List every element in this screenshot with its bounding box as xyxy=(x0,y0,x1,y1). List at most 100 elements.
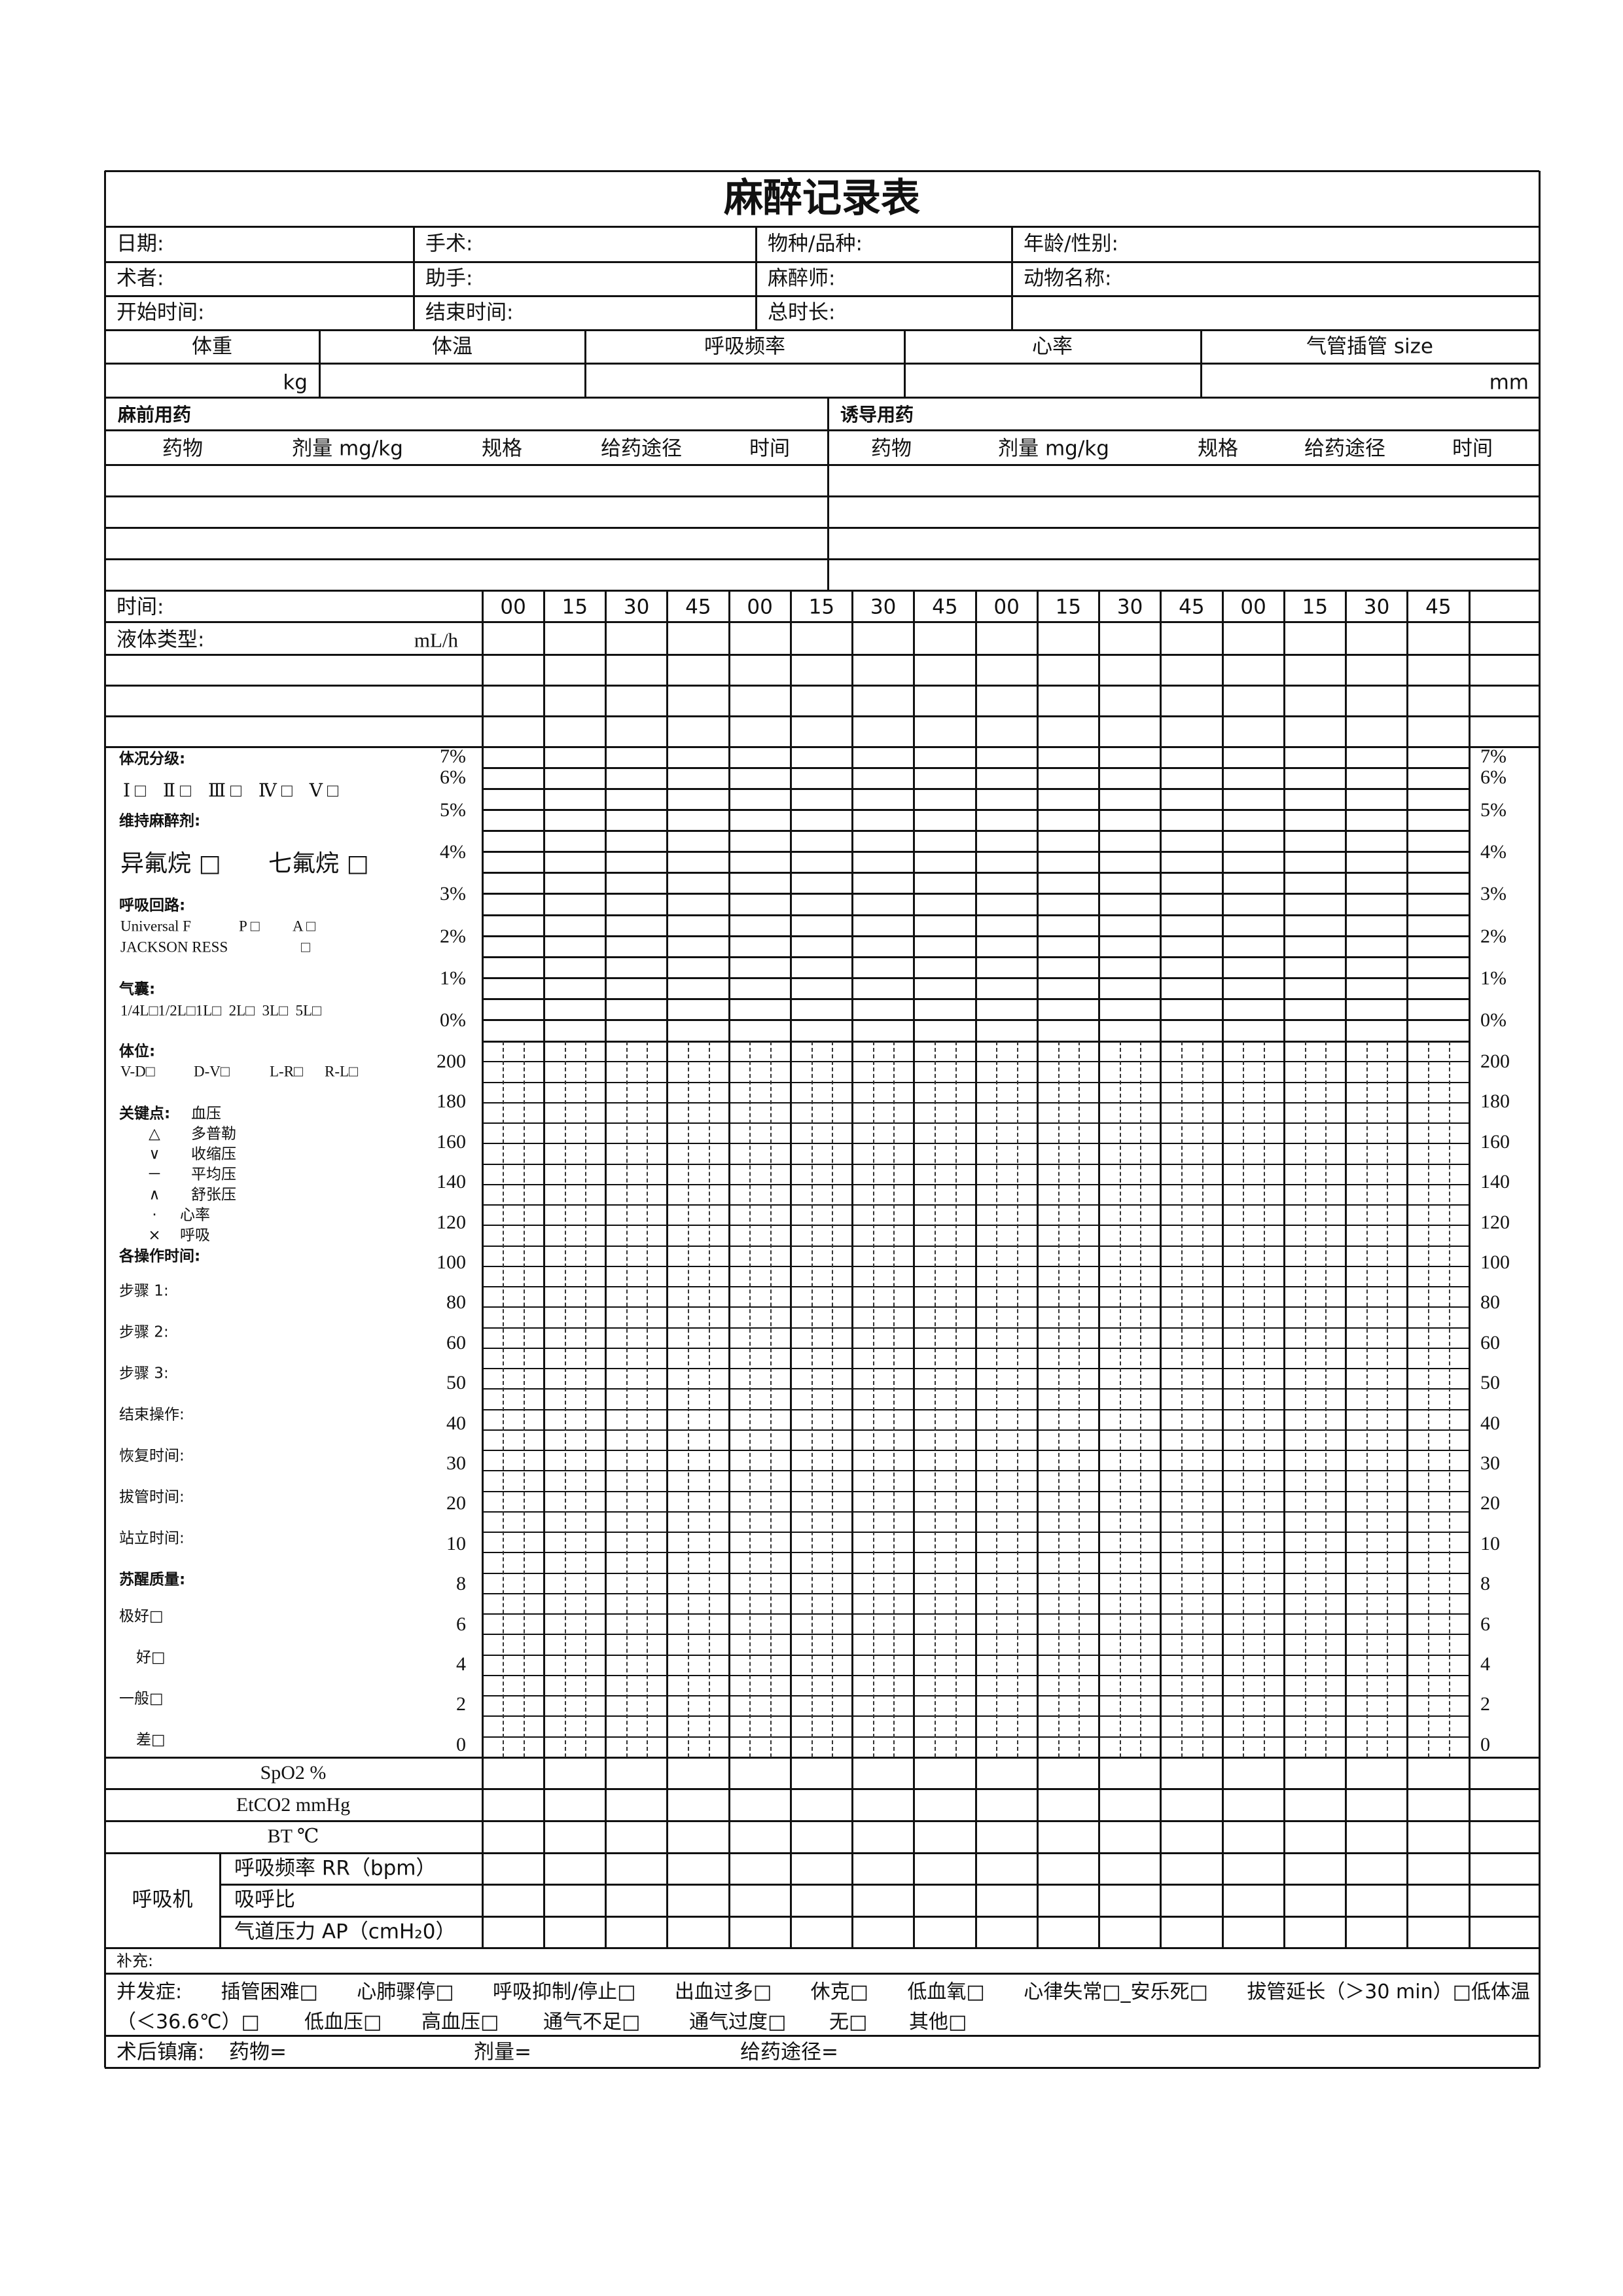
surgeon-field[interactable]: 术者: xyxy=(116,266,164,291)
time-tick: 45 xyxy=(1425,595,1452,619)
asa-option-3[interactable]: Ⅲ □ xyxy=(207,781,241,801)
operation-time-field[interactable]: 恢复时间: xyxy=(119,1447,185,1465)
position-vd[interactable]: V-D□ xyxy=(120,1063,155,1080)
grid-line-horizontal xyxy=(482,977,1469,980)
age-sex-field[interactable]: 年龄/性别: xyxy=(1024,232,1118,256)
supplement-field[interactable]: 补充: xyxy=(116,1952,154,1970)
recovery-good[interactable]: 好□ xyxy=(136,1649,166,1666)
grid-dashed-line xyxy=(832,1041,834,1757)
grid-line-horizontal xyxy=(482,1429,1469,1431)
value-axis-label-left: 50 xyxy=(446,1372,466,1394)
grid-line-vertical xyxy=(1221,590,1224,1948)
complication-option[interactable]: （＜36.6℃）□ xyxy=(116,2011,260,2034)
fluid-type-label[interactable]: 液体类型: xyxy=(116,628,205,652)
grid-line-horizontal xyxy=(105,1756,1539,1759)
tube-unit: mm xyxy=(1489,370,1529,395)
position-rl[interactable]: R-L□ xyxy=(325,1063,358,1080)
circuit-jackson-label: JACKSON RESS xyxy=(120,939,228,956)
induction-col-dose: 剂量 mg/kg xyxy=(998,437,1109,461)
analgesia-drug[interactable]: 药物= xyxy=(229,2040,287,2064)
value-axis-label-left: 60 xyxy=(446,1331,466,1354)
grid-line-horizontal xyxy=(482,1532,1469,1534)
complication-option[interactable]: 低血氧□ xyxy=(907,1981,985,2003)
grid-line-horizontal xyxy=(482,1490,1469,1492)
complication-option[interactable]: 无□ xyxy=(829,2011,868,2034)
position-lr[interactable]: L-R□ xyxy=(270,1063,303,1080)
duration-field[interactable]: 总时长: xyxy=(768,300,836,325)
value-axis-label-right: 0 xyxy=(1480,1733,1490,1755)
surgery-field[interactable]: 手术: xyxy=(425,232,473,256)
operation-time-field[interactable]: 步骤 3: xyxy=(119,1365,169,1382)
grid-line-vertical xyxy=(666,590,669,1948)
grid-line-horizontal xyxy=(482,1408,1469,1410)
grid-dashed-line xyxy=(564,1041,566,1757)
operation-time-field[interactable]: 结束操作: xyxy=(119,1406,185,1424)
complication-option[interactable]: 休克□ xyxy=(810,1981,869,2003)
analgesia-route[interactable]: 给药途径= xyxy=(740,2040,838,2064)
asa-option-5[interactable]: Ⅴ □ xyxy=(309,781,338,801)
complication-option[interactable]: 低血压□ xyxy=(304,2011,382,2034)
value-axis-label-left: 6 xyxy=(456,1613,466,1635)
complication-option[interactable]: 呼吸抑制/停止□ xyxy=(493,1981,636,2003)
operation-time-field[interactable]: 拔管时间: xyxy=(119,1488,185,1506)
bag-options[interactable]: 1/4L□1/2L□1L□ 2L□ 3L□ 5L□ xyxy=(120,1002,321,1019)
grid-dashed-line xyxy=(935,1041,936,1757)
value-axis-label-right: 10 xyxy=(1480,1532,1500,1554)
date-field[interactable]: 日期: xyxy=(116,232,164,256)
legend-label: 平均压 xyxy=(191,1166,236,1183)
heart-rate-header: 心率 xyxy=(1032,334,1073,359)
end-time-field[interactable]: 结束时间: xyxy=(425,300,514,325)
grid-line-horizontal xyxy=(105,526,1539,529)
grid-line-vertical xyxy=(789,590,792,1948)
isoflurane-option[interactable]: 异氟烷 □ xyxy=(120,850,221,877)
time-tick: 00 xyxy=(1240,595,1266,619)
operation-time-field[interactable]: 站立时间: xyxy=(119,1530,185,1547)
grid-line-horizontal xyxy=(105,2066,1539,2069)
circuit-a-option[interactable]: A □ xyxy=(293,918,315,935)
grid-line-horizontal xyxy=(105,329,1539,331)
complication-option[interactable]: 其他□ xyxy=(909,2011,967,2034)
grid-line-vertical xyxy=(851,590,853,1948)
circuit-p-option[interactable]: P □ xyxy=(239,918,260,935)
recovery-fair[interactable]: 一般□ xyxy=(119,1690,164,1708)
grid-line-horizontal xyxy=(105,295,1539,297)
complication-option[interactable]: 通气过度□ xyxy=(689,2011,787,2034)
start-time-field[interactable]: 开始时间: xyxy=(116,300,205,325)
position-dv[interactable]: D-V□ xyxy=(194,1063,230,1080)
grid-dashed-line xyxy=(770,1041,772,1757)
operation-time-field[interactable]: 步骤 2: xyxy=(119,1323,169,1341)
asa-options[interactable]: Ⅰ □ Ⅱ □ Ⅲ □ Ⅳ □ Ⅴ □ xyxy=(123,782,338,800)
complication-option[interactable]: 插管困难□ xyxy=(221,1981,318,2003)
complication-option[interactable]: 拔管延长（＞30 min）□低体温 xyxy=(1247,1981,1530,2003)
grid-line-vertical xyxy=(543,590,545,1948)
complication-option[interactable]: 心肺骤停□ xyxy=(357,1981,454,2003)
recovery-poor[interactable]: 差□ xyxy=(136,1731,166,1749)
anesthetist-field[interactable]: 麻醉师: xyxy=(768,266,836,291)
grid-dashed-line xyxy=(585,1041,587,1757)
operation-time-field[interactable]: 步骤 1: xyxy=(119,1282,169,1300)
sevoflurane-option[interactable]: 七氟烷 □ xyxy=(268,850,369,877)
percent-axis-label-left: 6% xyxy=(440,766,466,788)
percent-axis-label-right: 4% xyxy=(1480,841,1507,863)
grid-dashed-line xyxy=(688,1041,690,1757)
asa-option-1[interactable]: Ⅰ □ xyxy=(123,781,146,801)
assistant-field[interactable]: 助手: xyxy=(425,266,473,291)
grid-line-horizontal xyxy=(482,1081,1469,1083)
animal-name-field[interactable]: 动物名称: xyxy=(1024,266,1112,291)
grid-line-horizontal xyxy=(105,1946,1539,1949)
complication-option[interactable]: 心律失常□_安乐死□ xyxy=(1024,1981,1208,2003)
species-field[interactable]: 物种/品种: xyxy=(768,232,863,256)
complication-option[interactable]: 通气不足□ xyxy=(543,2011,641,2034)
grid-line-horizontal xyxy=(482,1634,1469,1636)
grid-line-horizontal xyxy=(482,1183,1469,1185)
complication-option[interactable]: 高血压□ xyxy=(421,2011,499,2034)
grid-dashed-line xyxy=(1058,1041,1060,1757)
asa-option-2[interactable]: Ⅱ □ xyxy=(162,781,191,801)
recovery-excellent[interactable]: 极好□ xyxy=(119,1607,164,1625)
analgesia-dose[interactable]: 剂量= xyxy=(474,2040,531,2064)
complication-option[interactable]: 出血过多□ xyxy=(674,1981,772,2003)
grid-line-horizontal xyxy=(482,1306,1469,1308)
grid-line-vertical xyxy=(605,590,607,1948)
circuit-jackson-checkbox[interactable]: □ xyxy=(301,939,310,956)
asa-option-4[interactable]: Ⅳ □ xyxy=(258,781,293,801)
